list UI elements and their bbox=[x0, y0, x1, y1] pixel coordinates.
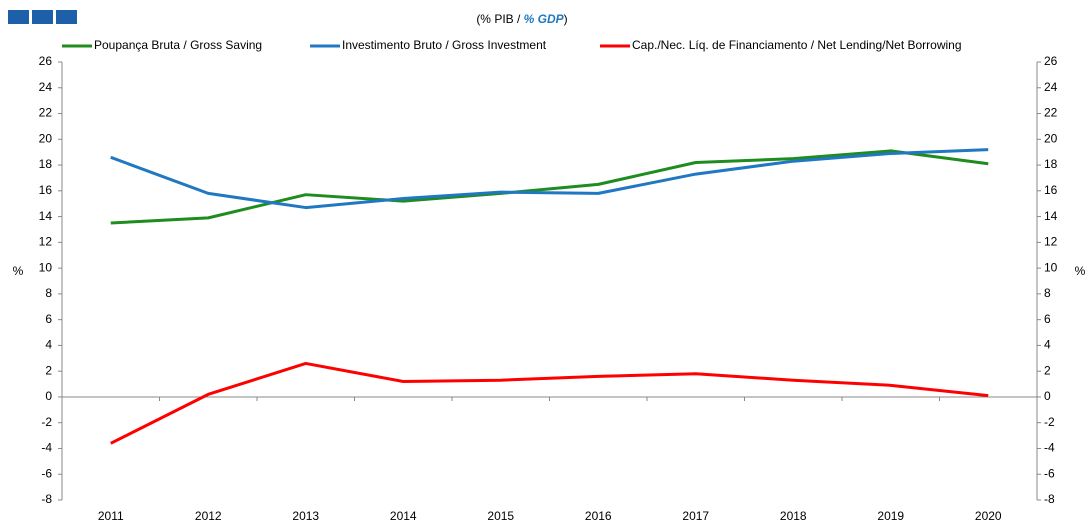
y2-tick-label: 8 bbox=[1044, 286, 1051, 300]
y-tick-label: 16 bbox=[39, 183, 53, 197]
y-tick-label: 8 bbox=[45, 286, 52, 300]
legend-label: Poupança Bruta / Gross Saving bbox=[94, 38, 262, 52]
x-tick-label: 2014 bbox=[390, 509, 417, 523]
y-tick-label: -8 bbox=[41, 492, 52, 506]
logo bbox=[8, 10, 77, 24]
series-line bbox=[110, 149, 989, 225]
y-tick-label: 14 bbox=[39, 209, 53, 223]
y2-tick-label: -4 bbox=[1044, 441, 1055, 455]
series-line bbox=[110, 148, 989, 210]
y-tick-label: -6 bbox=[41, 466, 52, 480]
y2-tick-label: 10 bbox=[1044, 260, 1058, 274]
y-tick-label: 18 bbox=[39, 157, 53, 171]
y2-tick-label: 24 bbox=[1044, 80, 1058, 94]
y2-tick-label: 2 bbox=[1044, 363, 1051, 377]
y-tick-label: 20 bbox=[39, 131, 53, 145]
y-tick-label: 24 bbox=[39, 80, 53, 94]
x-tick-label: 2018 bbox=[780, 509, 807, 523]
y-tick-label: 4 bbox=[45, 338, 52, 352]
y-tick-label: 2 bbox=[45, 363, 52, 377]
title-pt: (% PIB / bbox=[476, 12, 523, 26]
x-tick-label: 2020 bbox=[975, 509, 1002, 523]
title-end: ) bbox=[564, 12, 568, 26]
x-tick-label: 2011 bbox=[98, 509, 124, 523]
y-tick-label: -2 bbox=[41, 415, 52, 429]
y-tick-label: 10 bbox=[39, 260, 53, 274]
y2-tick-label: 22 bbox=[1044, 106, 1058, 120]
y2-tick-label: -2 bbox=[1044, 415, 1055, 429]
series-line bbox=[110, 361, 989, 445]
y2-tick-label: 18 bbox=[1044, 157, 1058, 171]
y2-tick-label: -8 bbox=[1044, 492, 1055, 506]
x-tick-label: 2019 bbox=[877, 509, 904, 523]
x-tick-label: 2012 bbox=[195, 509, 222, 523]
y2-tick-label: 0 bbox=[1044, 389, 1051, 403]
legend-label: Cap./Nec. Líq. de Financiamento / Net Le… bbox=[632, 38, 962, 52]
x-tick-label: 2016 bbox=[585, 509, 612, 523]
y2-tick-label: 20 bbox=[1044, 131, 1058, 145]
y2-axis-label: % bbox=[1075, 264, 1086, 278]
y-tick-label: 26 bbox=[39, 54, 53, 68]
x-tick-label: 2015 bbox=[487, 509, 514, 523]
y2-tick-label: 4 bbox=[1044, 338, 1051, 352]
y-tick-label: 12 bbox=[39, 235, 53, 249]
y2-tick-label: 12 bbox=[1044, 235, 1058, 249]
y2-tick-label: 14 bbox=[1044, 209, 1058, 223]
legend-label: Investimento Bruto / Gross Investment bbox=[342, 38, 547, 52]
y2-tick-label: -6 bbox=[1044, 466, 1055, 480]
y-tick-label: 22 bbox=[39, 106, 53, 120]
chart-title: (% PIB / % GDP) bbox=[476, 12, 567, 26]
y-tick-label: 0 bbox=[45, 389, 52, 403]
y2-tick-label: 16 bbox=[1044, 183, 1058, 197]
title-en: % GDP bbox=[524, 12, 565, 26]
y-axis-label: % bbox=[13, 264, 24, 278]
y-tick-label: -4 bbox=[41, 441, 52, 455]
y-tick-label: 6 bbox=[45, 312, 52, 326]
x-tick-label: 2013 bbox=[292, 509, 319, 523]
x-tick-label: 2017 bbox=[682, 509, 709, 523]
y2-tick-label: 26 bbox=[1044, 54, 1058, 68]
y2-tick-label: 6 bbox=[1044, 312, 1051, 326]
